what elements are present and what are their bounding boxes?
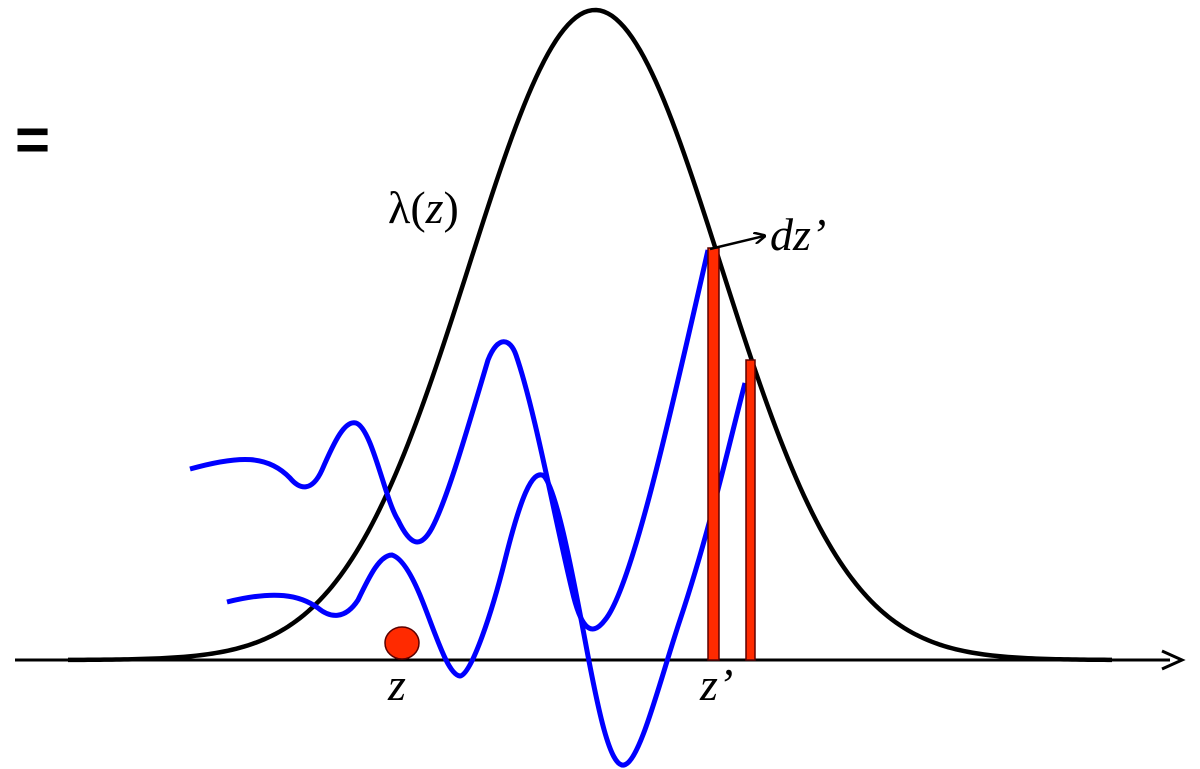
lambda-open-paren: ( (410, 182, 425, 233)
lambda-close-paren: ) (444, 182, 459, 233)
slice-bar-z-prime (745, 359, 756, 661)
dz-prime-arrow (709, 236, 764, 251)
equals-sign: = (15, 106, 50, 173)
lower-wake-curve (226, 382, 748, 768)
lambda-distribution-curve (67, 7, 1113, 663)
test-particle (384, 626, 420, 660)
z-axis-arrowhead (1161, 649, 1186, 671)
z-label: z (387, 659, 406, 710)
lambda-label: λ(z) (388, 182, 459, 233)
lambda-variable: z (425, 182, 444, 233)
lambda-symbol: λ (388, 182, 411, 233)
slice-bar-dz-prime (707, 247, 720, 661)
upper-wake-curve (189, 249, 711, 632)
dz-prime-label: dz’ (770, 209, 826, 260)
z-prime-label: z’ (699, 659, 733, 710)
